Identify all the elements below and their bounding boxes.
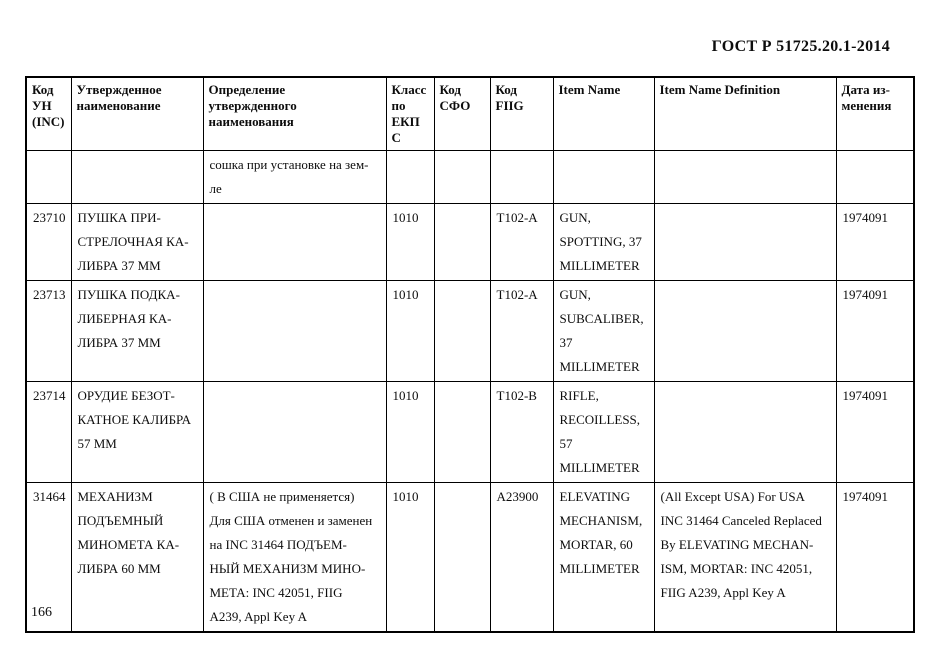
table-cell [653, 150, 837, 204]
table-cell [653, 381, 837, 483]
column-header-item-name: Item Name [552, 76, 655, 151]
page-number: 166 [31, 605, 52, 620]
table-cell [433, 482, 491, 633]
column-header-ekps-class: Класс по ЕКП С [385, 76, 435, 151]
table-row: 23710 ПУШКА ПРИ- СТРЕЛОЧНАЯ КА- ЛИБРА 37 … [25, 203, 915, 281]
table-cell [552, 150, 655, 204]
column-header-inc-code: Код УН (INC) [25, 76, 72, 151]
table-cell: 23713 [25, 280, 72, 382]
table-cell: 31464 [25, 482, 72, 633]
table-cell: GUN, SUBCALIBER, 37 MILLIMETER [552, 280, 655, 382]
table-cell: 1010 [385, 280, 435, 382]
table-cell [202, 280, 387, 382]
table-cell: ( В США не применяется) Для США отменен … [202, 482, 387, 633]
column-header-sfo-code: Код СФО [433, 76, 491, 151]
table-cell: ОРУДИЕ БЕЗОТ- КАТНОЕ КАЛИБРА 57 ММ [70, 381, 204, 483]
column-header-fiig-code: Код FIIG [489, 76, 554, 151]
table-cell: 23710 [25, 203, 72, 281]
column-header-change-date: Дата из- менения [835, 76, 915, 151]
table-cell: МЕХАНИЗМ ПОДЪЕМНЫЙ МИНОМЕТА КА- ЛИБРА 60… [70, 482, 204, 633]
table-cell [433, 203, 491, 281]
table-cell: GUN, SPOTTING, 37 MILLIMETER [552, 203, 655, 281]
table-cell [433, 381, 491, 483]
table-cell [202, 381, 387, 483]
table-cell [653, 280, 837, 382]
table-row: сошка при установке на зем- ле [25, 150, 915, 204]
table-cell: 1010 [385, 381, 435, 483]
table-cell: 1974091 [835, 280, 915, 382]
table-cell: ПУШКА ПРИ- СТРЕЛОЧНАЯ КА- ЛИБРА 37 ММ [70, 203, 204, 281]
table-cell: T102-A [489, 203, 554, 281]
table-cell: ПУШКА ПОДКА- ЛИБЕРНАЯ КА- ЛИБРА 37 ММ [70, 280, 204, 382]
table-cell: (All Except USA) For USA INC 31464 Cance… [653, 482, 837, 633]
table-cell [385, 150, 435, 204]
table-cell: 23714 [25, 381, 72, 483]
table-cell [202, 203, 387, 281]
table-cell: ELEVATING MECHANISM, MORTAR, 60 MILLIMET… [552, 482, 655, 633]
table-row: 31464 МЕХАНИЗМ ПОДЪЕМНЫЙ МИНОМЕТА КА- ЛИБ… [25, 482, 915, 633]
column-header-approved-name: Утвержденное наименование [70, 76, 204, 151]
table-cell: 1974091 [835, 203, 915, 281]
table-cell: 1974091 [835, 482, 915, 633]
table-cell [433, 150, 491, 204]
column-header-approved-name-definition: Определение утвержденного наименования [202, 76, 387, 151]
table-cell: T102-A [489, 280, 554, 382]
table-cell: A23900 [489, 482, 554, 633]
table-cell [653, 203, 837, 281]
table-cell [433, 280, 491, 382]
table-cell [25, 150, 72, 204]
table-cell: RIFLE, RECOILLESS, 57 MILLIMETER [552, 381, 655, 483]
table-cell: сошка при установке на зем- ле [202, 150, 387, 204]
table-cell: 1974091 [835, 381, 915, 483]
standard-number: ГОСТ Р 51725.20.1-2014 [711, 38, 890, 55]
column-header-item-name-definition: Item Name Definition [653, 76, 837, 151]
table-cell: 1010 [385, 482, 435, 633]
item-codes-table: Код УН (INC) Утвержденное наименование О… [25, 76, 915, 633]
table-header-row: Код УН (INC) Утвержденное наименование О… [25, 76, 915, 151]
table-cell [835, 150, 915, 204]
table-cell [70, 150, 204, 204]
table-cell [489, 150, 554, 204]
table-row: 23713 ПУШКА ПОДКА- ЛИБЕРНАЯ КА- ЛИБРА 37 … [25, 280, 915, 382]
table-cell: 1010 [385, 203, 435, 281]
table-cell: T102-B [489, 381, 554, 483]
table-body: сошка при установке на зем- ле 23710 ПУШКА… [25, 150, 915, 633]
table-row: 23714 ОРУДИЕ БЕЗОТ- КАТНОЕ КАЛИБРА 57 ММ 1… [25, 381, 915, 483]
